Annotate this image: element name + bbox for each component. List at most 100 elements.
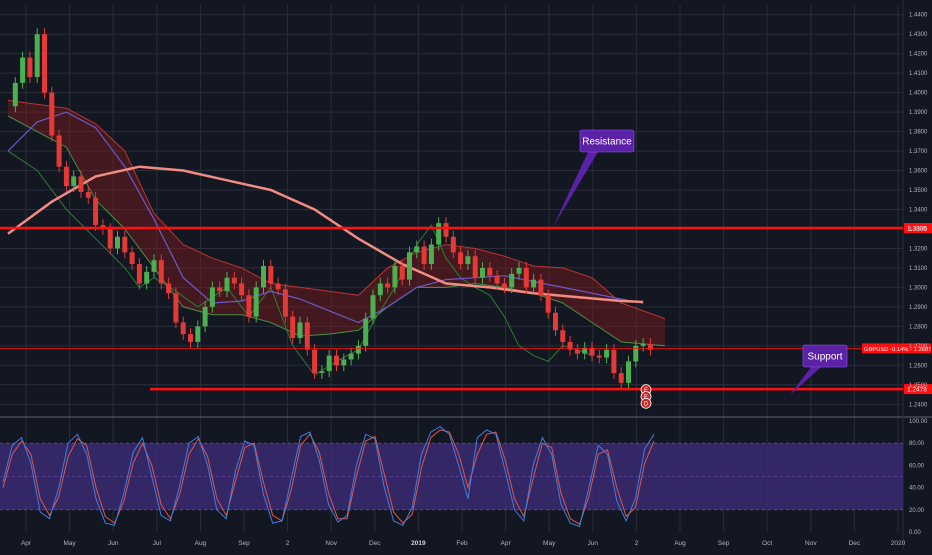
candle-body: [567, 341, 573, 350]
y-tick-label: 1.2400: [909, 402, 928, 408]
stoch-tick-label: 60.00: [909, 463, 925, 469]
x-tick-label: Sep: [718, 540, 730, 547]
y-tick-label: 1.3500: [909, 188, 928, 194]
x-tick-label: 2020: [891, 540, 906, 547]
candle-body: [523, 267, 529, 288]
candle-body: [334, 355, 339, 366]
x-tick-label: Feb: [456, 540, 468, 547]
candle-body: [202, 306, 208, 327]
y-tick-label: 1.2900: [909, 305, 928, 311]
candle-body: [560, 330, 566, 342]
current-price-tag: GBPUSD -0.14% - 1.2687: [864, 347, 931, 353]
event-marker-label: D: [644, 401, 649, 407]
candle-body: [392, 265, 398, 288]
time-axis: Apr May Jun Jul Aug Sep 2 Nov Dec 2019 Feb Apr May Ju…: [21, 540, 906, 547]
x-tick-label: Jun: [588, 540, 599, 547]
candle-body: [377, 283, 383, 296]
y-tick-label: 1.3600: [909, 169, 928, 175]
candle-body: [151, 260, 157, 272]
y-tick-label: 1.3100: [909, 266, 928, 272]
candle-body: [122, 236, 128, 253]
candle-body: [27, 57, 33, 78]
y-tick-label: 1.3300: [909, 227, 928, 233]
candle-body: [239, 283, 245, 296]
candle-body: [304, 322, 310, 350]
candle-body: [596, 355, 602, 358]
resistance-price-tag-bg: [904, 223, 932, 234]
candle-body: [480, 267, 485, 278]
candle-body: [472, 256, 478, 278]
candle-body: [56, 135, 62, 167]
candle-body: [458, 252, 464, 265]
candle-body: [217, 287, 223, 292]
y-tick-label: 1.4200: [909, 52, 928, 58]
candle-body: [553, 312, 558, 331]
candle-body: [188, 334, 193, 342]
candle-body: [49, 92, 55, 136]
x-tick-label: Nov: [325, 540, 337, 547]
stoch-tick-label: 0.00: [909, 530, 921, 536]
candle-body: [640, 343, 646, 346]
candle-body: [385, 283, 391, 288]
y-tick-label: 1.2600: [909, 363, 928, 369]
price-axis: 1.2400 1.2500 1.2600 1.2700 1.2800 1.2900 1.30…: [909, 13, 928, 409]
candle-body: [158, 260, 164, 284]
candle-body: [261, 265, 266, 288]
candle-body: [494, 275, 500, 284]
event-marker: [640, 397, 652, 409]
y-tick-label: 1.2700: [909, 344, 928, 350]
candle-body: [501, 283, 507, 288]
candle-body: [348, 353, 354, 360]
candle-body: [399, 265, 405, 280]
x-tick-label: Aug: [195, 540, 207, 547]
x-tick-label: Oct: [762, 540, 772, 547]
candle-body: [12, 82, 18, 107]
resistance-callout-label: Resistance: [582, 137, 632, 148]
x-tick-label: Dec: [369, 540, 381, 547]
candle-body: [414, 246, 420, 253]
y-tick-label: 1.4100: [909, 71, 928, 77]
stoch-tick-label: 80.00: [909, 441, 925, 447]
candle-body: [531, 279, 537, 288]
resistance-callout-box: [579, 129, 635, 153]
price-candles: [12, 28, 653, 389]
candle-body: [611, 349, 617, 374]
candle-body: [63, 166, 69, 187]
x-tick-label: Apr: [21, 540, 32, 547]
candle-body: [209, 287, 215, 307]
y-tick-label: 1.4000: [909, 91, 928, 97]
support-callout-box: [802, 344, 848, 368]
stoch-d-line: [2, 429, 655, 525]
candle-body: [78, 176, 84, 192]
x-tick-label: Nov: [805, 540, 817, 547]
candle-body: [42, 34, 47, 93]
candle-body: [370, 295, 376, 319]
candle-body: [545, 295, 551, 313]
x-tick-label: Dec: [849, 540, 861, 547]
x-tick-label: 2: [286, 540, 290, 547]
support-price-tag-bg: [904, 384, 932, 395]
x-tick-label: 2: [635, 540, 639, 547]
x-tick-label: May: [543, 540, 556, 547]
y-tick-label: 1.3400: [909, 208, 928, 214]
candle-body: [443, 223, 449, 237]
candle-body: [428, 244, 434, 265]
ma-200-line: [7, 165, 644, 304]
x-tick-label: 2019: [411, 540, 426, 547]
support-callout-label: Support: [807, 352, 842, 363]
candle-body: [604, 349, 610, 358]
candle-body: [268, 265, 274, 284]
current-price-tag-bg: [862, 343, 931, 354]
candle-body: [34, 34, 40, 78]
support-price-tag: 1.2478: [907, 387, 927, 394]
y-tick-label: 1.4400: [909, 13, 928, 19]
candle-body: [180, 322, 186, 335]
stoch-tick-label: 20.00: [909, 508, 925, 514]
candle-body: [93, 197, 99, 226]
y-tick-label: 1.3800: [909, 130, 928, 136]
candle-body: [297, 322, 303, 339]
candle-body: [231, 277, 237, 284]
stoch-tick-label: 100.00: [909, 419, 928, 425]
